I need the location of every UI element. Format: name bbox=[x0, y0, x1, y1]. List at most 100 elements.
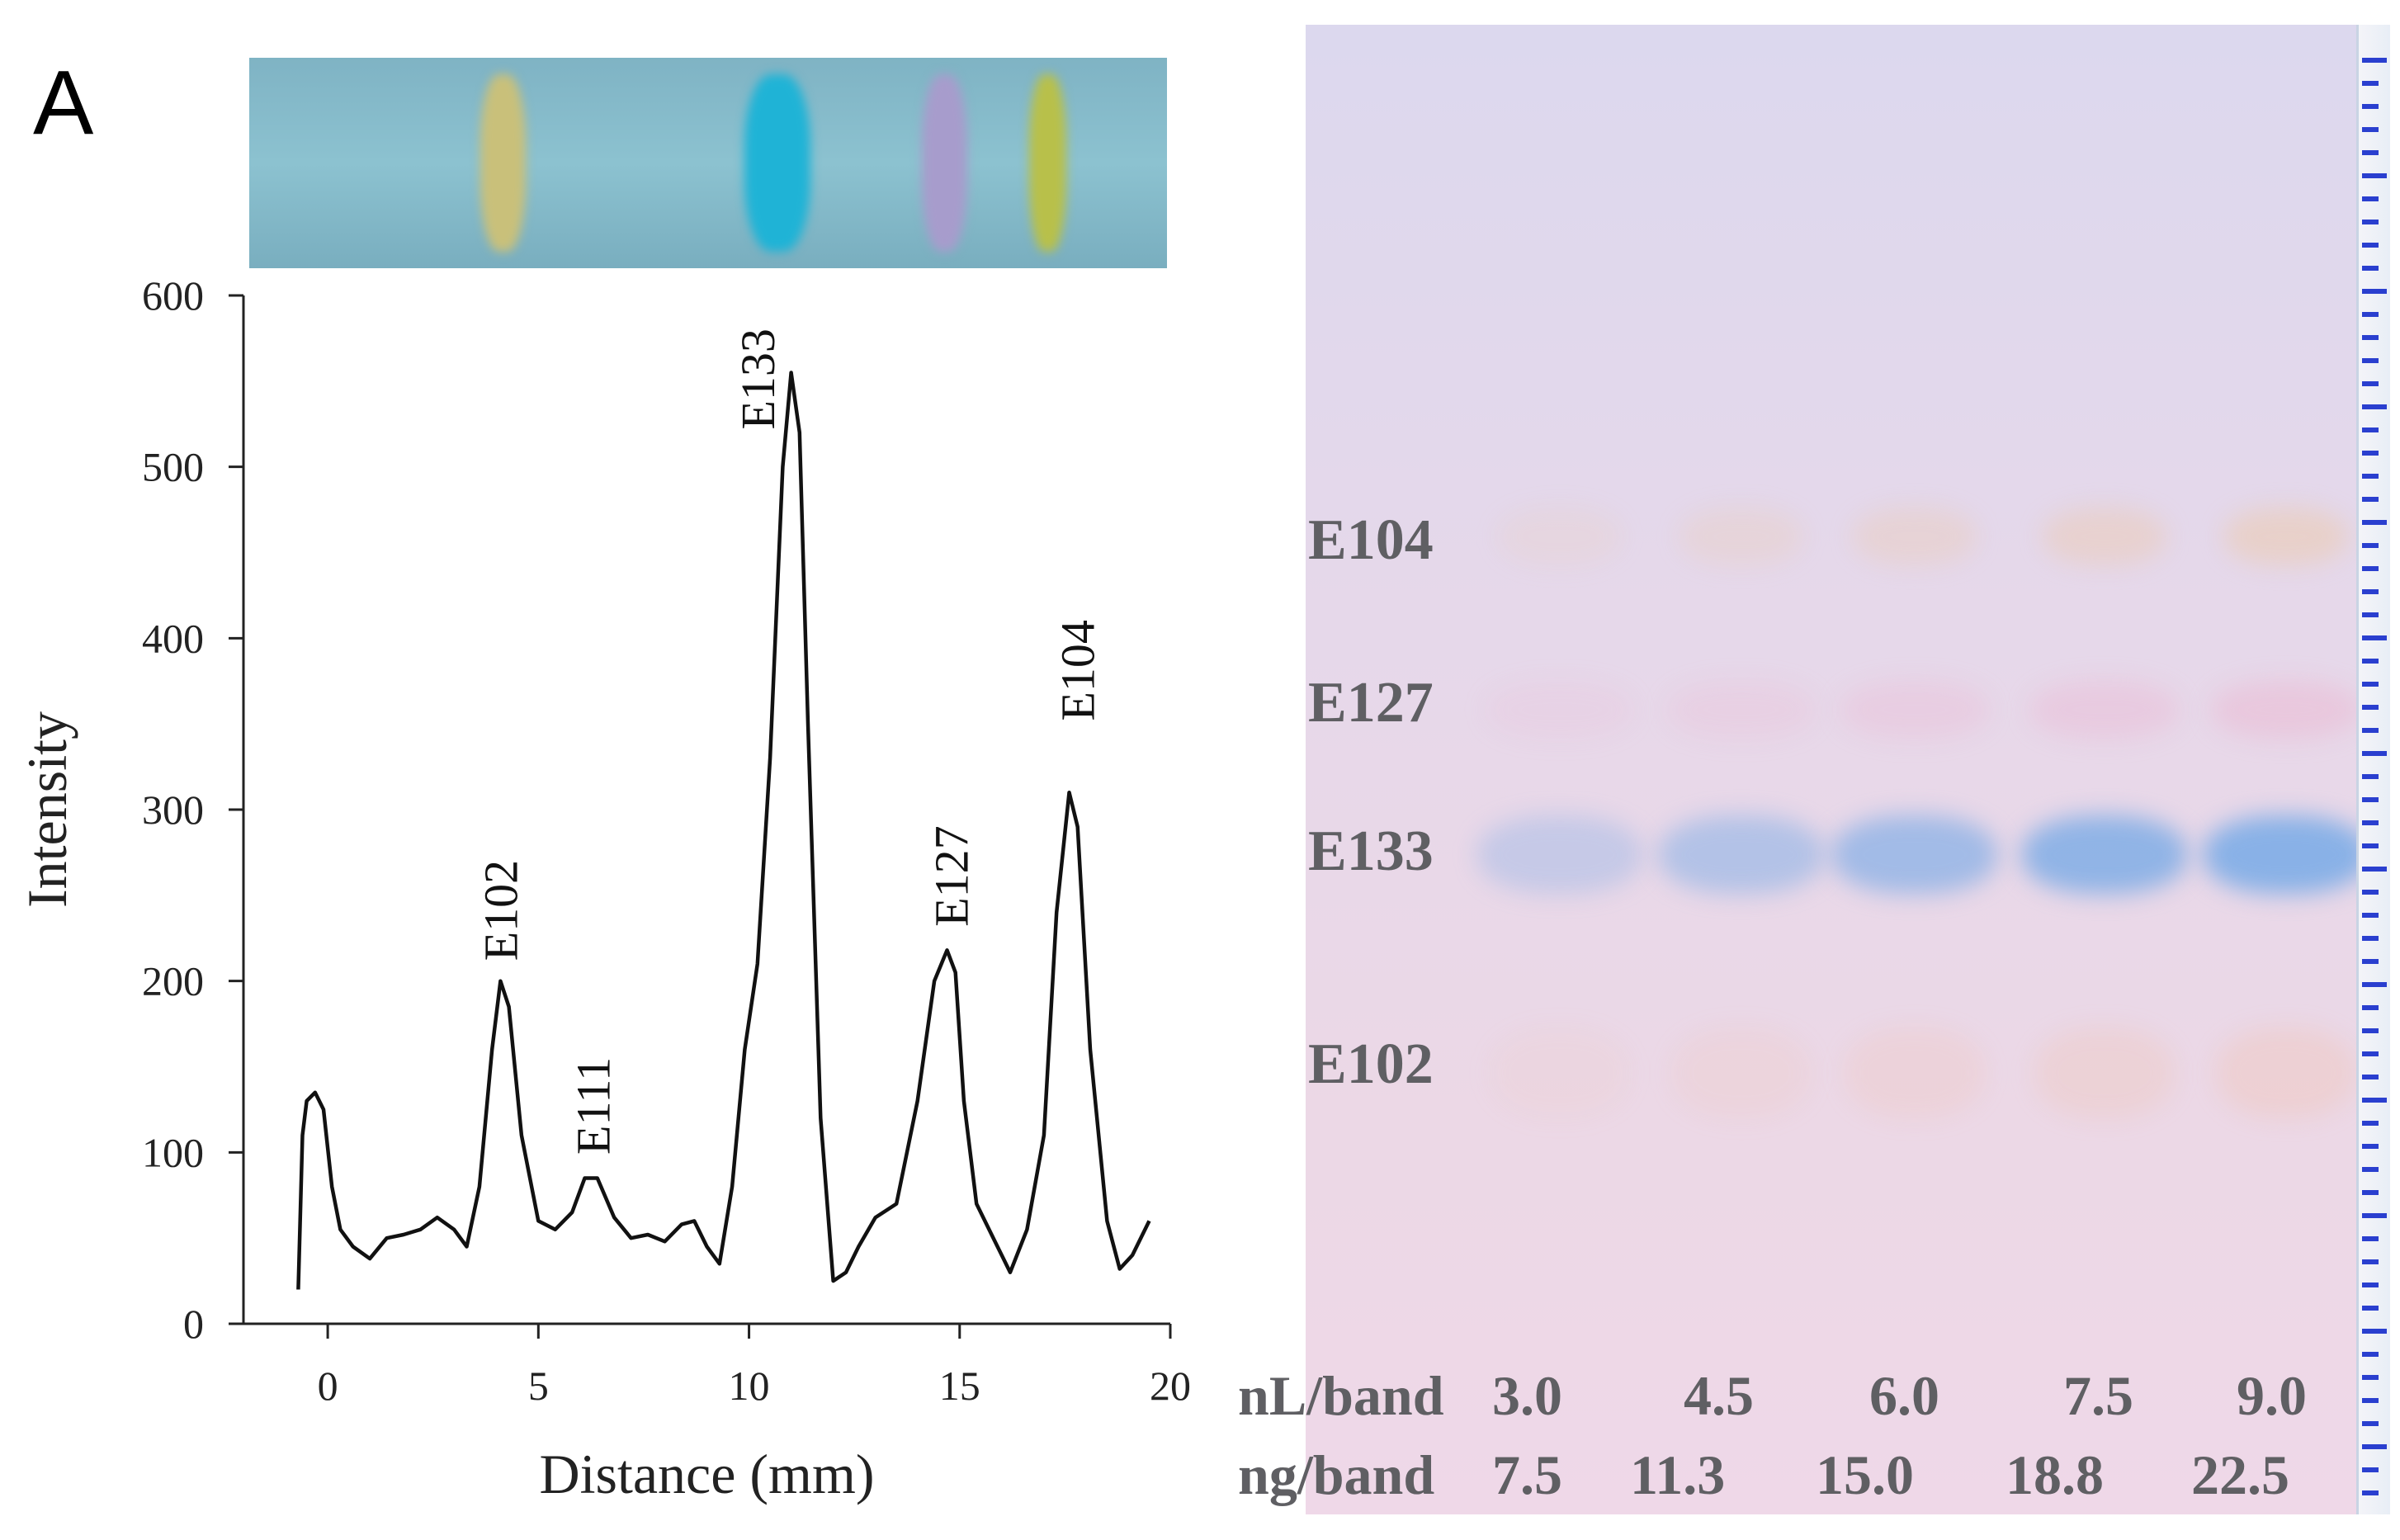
ruler-mark bbox=[2362, 289, 2387, 294]
ruler-mark bbox=[2362, 243, 2379, 248]
ruler-mark bbox=[2362, 1005, 2379, 1010]
peak-label-e104: E104 bbox=[1051, 620, 1105, 720]
y-tick-label: 500 bbox=[142, 444, 204, 490]
compound-label-e127: E127 bbox=[1308, 671, 1434, 735]
ruler-mark bbox=[2362, 220, 2379, 224]
ruler-mark bbox=[2362, 635, 2387, 640]
ruler-mark bbox=[2362, 335, 2379, 340]
ruler-mark bbox=[2362, 612, 2379, 617]
lane-2-volume: 4.5 bbox=[1684, 1364, 1754, 1427]
ruler-mark bbox=[2362, 358, 2379, 363]
strip-band-e102 bbox=[480, 74, 526, 252]
x-tick-label: 0 bbox=[318, 1363, 338, 1409]
ruler-mark bbox=[2362, 982, 2387, 987]
spot-e127-lane-1 bbox=[1486, 681, 1634, 739]
spot-e104-lane-4 bbox=[2043, 508, 2166, 565]
ruler-mark bbox=[2362, 1236, 2379, 1241]
ruler-mark bbox=[2362, 774, 2379, 779]
ruler-mark bbox=[2362, 1490, 2379, 1495]
densitogram-chart: 0 100 200 300 400 500 600 0 5 10 15 20 E102 E111 E133… bbox=[16, 272, 1191, 1505]
lane-3-volume: 6.0 bbox=[1869, 1364, 1939, 1427]
spot-e133-lane-4 bbox=[2022, 815, 2187, 894]
ruler-mark bbox=[2362, 728, 2379, 733]
x-tick-label: 5 bbox=[528, 1363, 549, 1409]
spot-e104-lane-3 bbox=[1853, 508, 1977, 565]
ruler-mark bbox=[2362, 797, 2379, 802]
peak-label-e111: E111 bbox=[567, 1057, 621, 1155]
ruler-mark bbox=[2362, 1306, 2379, 1311]
lane-4-mass: 18.8 bbox=[2006, 1443, 2104, 1506]
ruler-mark bbox=[2362, 705, 2379, 710]
ruler-mark bbox=[2362, 127, 2379, 132]
y-tick-label: 0 bbox=[183, 1301, 204, 1347]
ruler-mark bbox=[2362, 58, 2387, 63]
ruler-mark bbox=[2362, 659, 2379, 664]
spot-e127-lane-4 bbox=[2030, 681, 2179, 739]
chart-axes bbox=[242, 295, 1170, 1325]
ruler-mark bbox=[2362, 312, 2379, 317]
spot-e127-lane-3 bbox=[1840, 681, 1989, 739]
ruler-mark bbox=[2362, 1028, 2379, 1033]
row-label-mass: ng/band bbox=[1238, 1443, 1435, 1506]
peak-label-e127: E127 bbox=[925, 825, 979, 926]
lane-5-mass: 22.5 bbox=[2191, 1443, 2289, 1506]
intensity-trace bbox=[296, 371, 1151, 1290]
spot-e104-lane-2 bbox=[1680, 508, 1803, 565]
ruler-mark bbox=[2362, 451, 2379, 456]
spot-e104-lane-5 bbox=[2224, 508, 2348, 565]
lane-2-mass: 11.3 bbox=[1630, 1443, 1726, 1506]
ruler-mark bbox=[2362, 867, 2387, 872]
compound-label-e133: E133 bbox=[1308, 820, 1434, 883]
y-axis-title: Intensity bbox=[16, 711, 78, 908]
strip-band-e104 bbox=[1029, 74, 1066, 252]
ruler-mark bbox=[2362, 566, 2379, 571]
compound-label-e104: E104 bbox=[1308, 508, 1434, 572]
ruler-mark bbox=[2362, 843, 2379, 848]
x-axis-title: Distance (mm) bbox=[540, 1443, 875, 1505]
x-tick-label: 10 bbox=[729, 1363, 770, 1409]
compound-label-e102: E102 bbox=[1308, 1032, 1434, 1096]
ruler-mark bbox=[2362, 173, 2387, 178]
spot-e133-lane-1 bbox=[1477, 815, 1642, 894]
spot-e102-lane-3 bbox=[1845, 1027, 1985, 1118]
lane-4-volume: 7.5 bbox=[2063, 1364, 2133, 1427]
ruler-mark bbox=[2362, 520, 2387, 525]
panel-a-letter: A bbox=[33, 52, 94, 154]
spot-e102-lane-5 bbox=[2216, 1027, 2356, 1118]
ruler-mark bbox=[2362, 497, 2379, 502]
ruler-mark bbox=[2362, 543, 2379, 548]
ruler-mark bbox=[2362, 1051, 2379, 1056]
y-tick-label: 400 bbox=[142, 615, 204, 661]
ruler-mark bbox=[2362, 404, 2387, 409]
ruler-mark bbox=[2362, 1144, 2379, 1149]
spot-e102-lane-4 bbox=[2034, 1027, 2175, 1118]
ruler-mark bbox=[2362, 81, 2379, 86]
lane-1-mass: 7.5 bbox=[1492, 1443, 1562, 1506]
ruler-mark bbox=[2362, 474, 2379, 479]
ruler-mark bbox=[2362, 1375, 2379, 1380]
ruler-mark bbox=[2362, 589, 2379, 594]
ruler-mark bbox=[2362, 1098, 2387, 1103]
ruler-mark bbox=[2362, 150, 2379, 155]
x-tick-label: 15 bbox=[939, 1363, 980, 1409]
plate-ruler bbox=[2356, 25, 2390, 1514]
ruler-mark bbox=[2362, 1167, 2379, 1172]
strip-band-e127 bbox=[922, 74, 967, 252]
tlc-strip-image bbox=[249, 58, 1167, 268]
y-tick-label: 100 bbox=[142, 1129, 204, 1175]
ruler-mark bbox=[2362, 1352, 2379, 1357]
ruler-mark bbox=[2362, 428, 2379, 432]
lane-5-volume: 9.0 bbox=[2237, 1364, 2307, 1427]
row-label-volume: nL/band bbox=[1238, 1364, 1444, 1427]
ruler-mark bbox=[2362, 751, 2387, 756]
y-tick-label: 600 bbox=[142, 272, 204, 319]
ruler-mark bbox=[2362, 1421, 2379, 1426]
spot-e133-lane-2 bbox=[1659, 815, 1824, 894]
ruler-mark bbox=[2362, 381, 2379, 386]
lane-1-volume: 3.0 bbox=[1492, 1364, 1562, 1427]
ruler-mark bbox=[2362, 1329, 2387, 1334]
spot-e133-lane-3 bbox=[1832, 815, 1997, 894]
spot-e102-lane-2 bbox=[1671, 1027, 1812, 1118]
ruler-mark bbox=[2362, 1467, 2379, 1472]
ruler-mark bbox=[2362, 1075, 2379, 1079]
